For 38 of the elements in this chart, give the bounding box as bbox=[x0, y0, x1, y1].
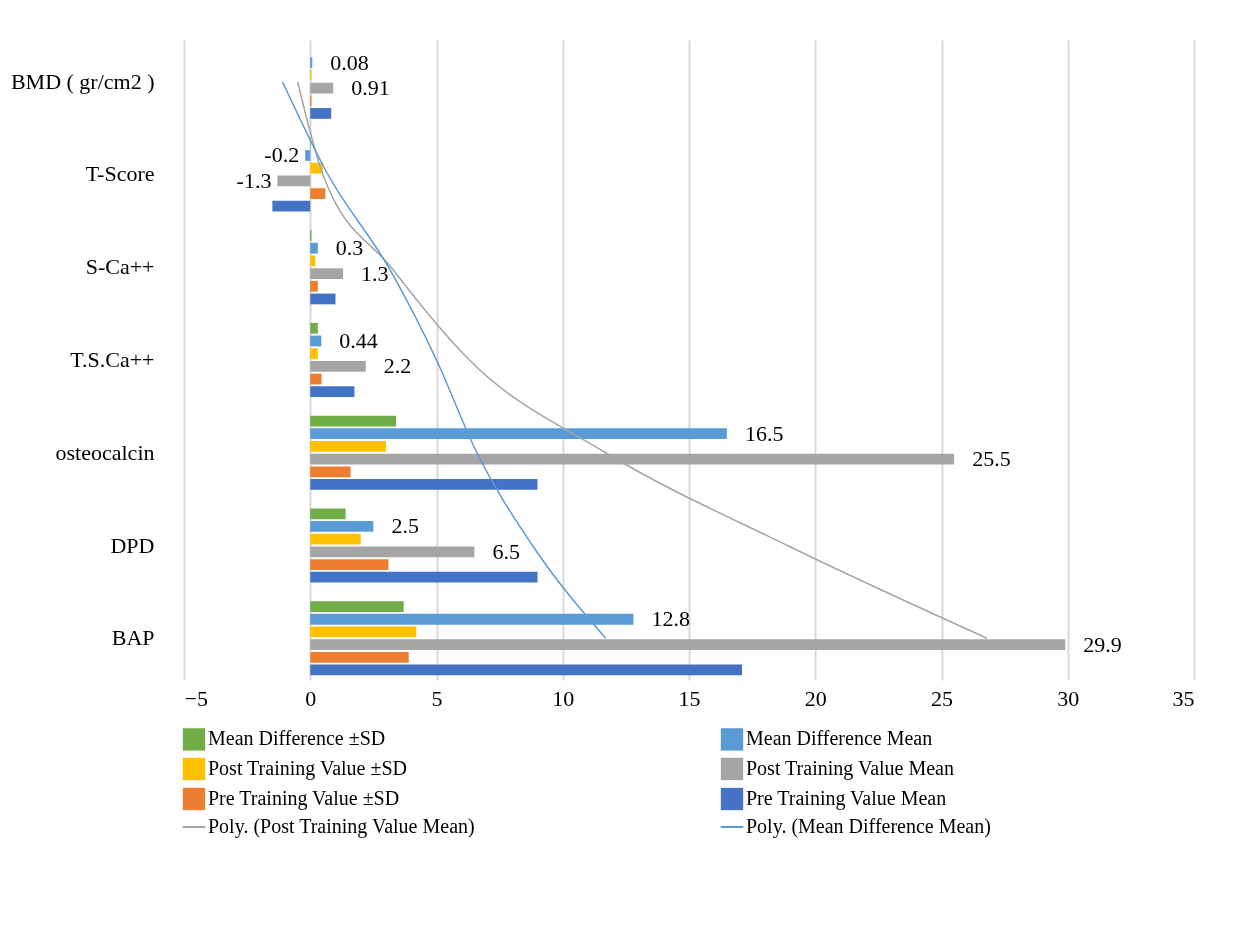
y-tick-label: S-Ca++ bbox=[85, 254, 155, 280]
x-tick-label: 20 bbox=[804, 685, 827, 711]
legend-label: Pre Training Value ±SD bbox=[208, 787, 400, 810]
x-tick-label: 15 bbox=[678, 685, 701, 711]
y-tick-label: DPD bbox=[110, 532, 155, 558]
data-label: 0.91 bbox=[351, 75, 390, 101]
legend-label: Poly. (Mean Difference Mean) bbox=[746, 815, 991, 838]
data-label: 0.44 bbox=[339, 327, 378, 353]
x-tick-label: 10 bbox=[552, 685, 575, 711]
y-tick-label: BAP bbox=[111, 625, 155, 651]
data-label: 0.08 bbox=[330, 49, 369, 75]
data-label: 29.9 bbox=[1083, 631, 1122, 657]
y-tick-label: BMD ( gr/cm2 ) bbox=[10, 68, 155, 94]
x-tick-label: −5 bbox=[184, 685, 208, 711]
legend-label: Pre Training Value Mean bbox=[746, 787, 947, 810]
data-label: -0.2 bbox=[264, 142, 300, 168]
data-label: 25.5 bbox=[972, 446, 1011, 472]
data-label: 2.5 bbox=[391, 513, 419, 539]
y-tick-label: T.S.Ca++ bbox=[70, 347, 155, 372]
y-tick-label: osteocalcin bbox=[55, 439, 155, 465]
data-label: 16.5 bbox=[744, 420, 784, 446]
legend-label: Post Training Value ±SD bbox=[208, 757, 407, 780]
data-label: 0.3 bbox=[335, 235, 364, 261]
data-label: 1.3 bbox=[361, 260, 389, 286]
legend-label: Poly. (Post Training Value Mean) bbox=[208, 815, 475, 838]
x-tick-label: 0 bbox=[305, 685, 317, 711]
x-tick-label: 25 bbox=[931, 685, 953, 711]
x-tick-label: 35 bbox=[1172, 685, 1195, 711]
x-tick-label: 30 bbox=[1057, 685, 1080, 711]
y-tick-label: T-Score bbox=[85, 161, 155, 187]
data-label: 2.2 bbox=[383, 353, 412, 379]
legend-label: Mean Difference ±SD bbox=[208, 727, 386, 750]
data-label: 6.5 bbox=[492, 538, 520, 564]
data-label: 12.8 bbox=[651, 606, 690, 632]
legend-label: Post Training Value Mean bbox=[746, 757, 954, 780]
x-tick-label: 5 bbox=[431, 685, 443, 711]
legend-label: Mean Difference Mean bbox=[746, 727, 933, 750]
data-label: -1.3 bbox=[236, 167, 272, 193]
